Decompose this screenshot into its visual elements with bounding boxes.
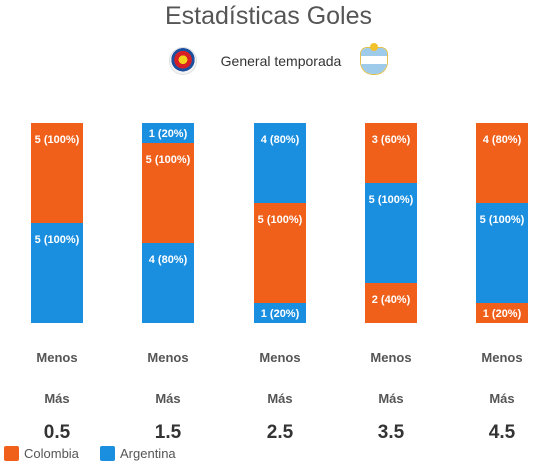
category-mas-label: Más <box>489 391 514 406</box>
category-mas-label: Más <box>155 391 180 406</box>
subtitle-row: General temporada <box>0 43 537 76</box>
category-mas-label: Más <box>267 391 292 406</box>
bar-segment-colombia-3.5[interactable] <box>365 123 417 183</box>
bar-segment-argentina-1.5[interactable] <box>142 123 194 143</box>
bar-segment-argentina-3.5[interactable] <box>365 183 417 283</box>
bar-data-label: 1 (20%) <box>261 308 300 320</box>
category-menos-label: Menos <box>147 350 188 365</box>
bar-data-label: 5 (100%) <box>146 154 191 166</box>
category-threshold-label: 4.5 <box>489 422 516 440</box>
bar-data-label: 4 (80%) <box>483 134 522 146</box>
legend-label-argentina: Argentina <box>120 446 176 461</box>
bar-segment-colombia-0.5[interactable] <box>31 123 83 223</box>
category-threshold-label: 3.5 <box>378 422 405 440</box>
bar-segment-colombia-2.5[interactable] <box>254 203 306 303</box>
chart-subtitle: General temporada <box>220 53 342 69</box>
bar-segment-colombia-4.5[interactable] <box>476 303 528 323</box>
bar-data-label: 5 (100%) <box>369 194 414 206</box>
bar-segment-colombia-4.5[interactable] <box>476 123 528 203</box>
colombia-crest-icon <box>170 48 196 74</box>
category-threshold-label: 1.5 <box>155 422 182 440</box>
legend-swatch-argentina <box>100 446 115 461</box>
category-mas-label: Más <box>44 391 69 406</box>
category-threshold-label: 2.5 <box>267 422 294 440</box>
category-menos-label: Menos <box>481 350 522 365</box>
bar-data-label: 4 (80%) <box>261 134 300 146</box>
bar-data-label: 4 (80%) <box>149 254 188 266</box>
argentina-crest-icon <box>361 43 387 74</box>
stacked-bar-chart: 5 (100%) 5 (100%) Menos Más 0.5 1 (20%) 5 (100… <box>31 123 528 440</box>
bar-segment-argentina-2.5[interactable] <box>254 303 306 323</box>
bar-data-label: 5 (100%) <box>35 134 80 146</box>
category-menos-label: Menos <box>259 350 300 365</box>
bar-data-label: 5 (100%) <box>258 214 303 226</box>
bar-segment-argentina-4.5[interactable] <box>476 203 528 303</box>
legend-label-colombia: Colombia <box>24 446 79 461</box>
chart-title: Estadísticas Goles <box>164 2 373 30</box>
category-threshold-label: 0.5 <box>44 422 71 440</box>
bar-data-label: 2 (40%) <box>372 294 411 306</box>
bar-data-label: 3 (60%) <box>372 134 411 146</box>
category-mas-label: Más <box>378 391 403 406</box>
bar-segment-argentina-2.5[interactable] <box>254 123 306 203</box>
bar-data-label: 5 (100%) <box>35 234 80 246</box>
bar-segment-colombia-1.5[interactable] <box>142 143 194 243</box>
legend-swatch-colombia <box>4 446 19 461</box>
bar-segment-argentina-0.5[interactable] <box>31 223 83 323</box>
category-menos-label: Menos <box>370 350 411 365</box>
bar-data-label: 1 (20%) <box>483 308 522 320</box>
category-menos-label: Menos <box>36 350 77 365</box>
bar-data-label: 1 (20%) <box>149 128 188 140</box>
bar-segment-colombia-3.5[interactable] <box>365 283 417 323</box>
bar-segment-argentina-1.5[interactable] <box>142 243 194 323</box>
bar-data-label: 5 (100%) <box>480 214 525 226</box>
